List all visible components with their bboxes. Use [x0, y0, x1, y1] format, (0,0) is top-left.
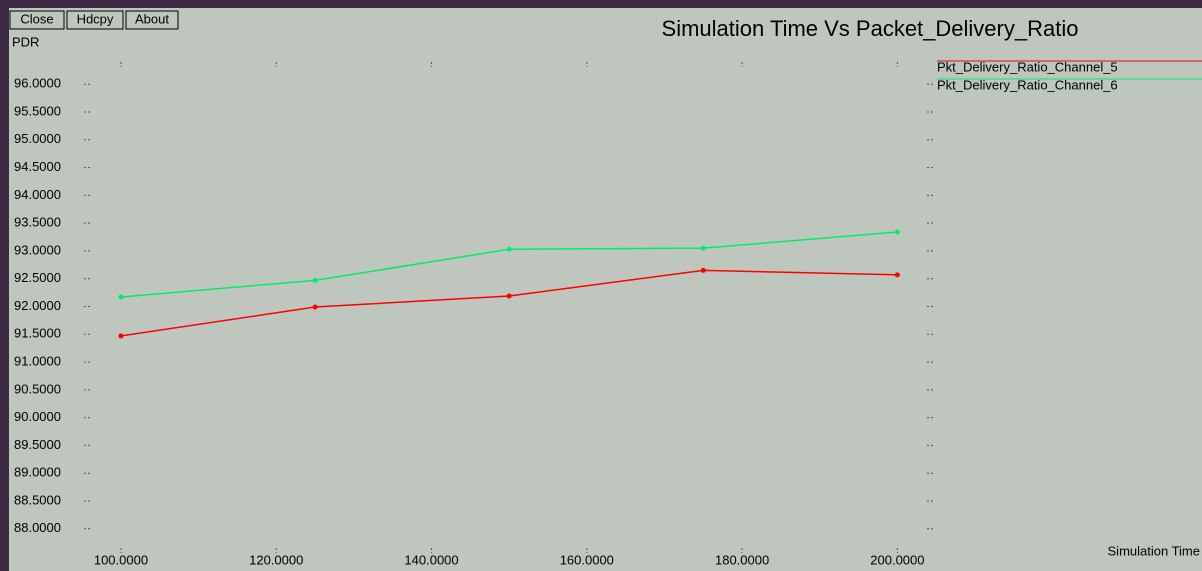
y-tick-label: 90.0000: [14, 409, 61, 424]
y-tick-label: 92.5000: [14, 270, 61, 285]
y-tick-label: 95.0000: [14, 131, 61, 146]
y-tick-label: 93.5000: [14, 215, 61, 230]
x-tick-label: 100.0000: [94, 552, 148, 567]
y-tick-label: 94.0000: [14, 187, 61, 202]
data-point: [700, 245, 706, 251]
y-tick-label: 88.0000: [14, 520, 61, 535]
data-point: [894, 272, 900, 278]
close-button[interactable]: Close: [9, 10, 65, 30]
x-tick-label: 160.0000: [560, 552, 614, 567]
y-tick-label: 93.0000: [14, 242, 61, 257]
y-tick-label: 91.5000: [14, 326, 61, 341]
window-border: [0, 0, 9, 571]
y-tick-label: 94.5000: [14, 159, 61, 174]
x-axis-label: Simulation Time: [1108, 543, 1200, 558]
data-point: [312, 277, 318, 283]
x-tick-label: 120.0000: [249, 552, 303, 567]
y-tick-label: 96.0000: [14, 76, 61, 91]
y-tick-label: 95.5000: [14, 103, 61, 118]
data-point: [118, 294, 124, 300]
button-label: Hdcpy: [77, 11, 114, 26]
legend-label: Pkt_Delivery_Ratio_Channel_5: [937, 59, 1118, 74]
hdcpy-button[interactable]: Hdcpy: [66, 10, 124, 30]
chart-title: Simulation Time Vs Packet_Delivery_Ratio: [662, 16, 1079, 41]
y-tick-label: 90.5000: [14, 381, 61, 396]
y-tick-label: 88.5000: [14, 492, 61, 507]
x-tick-label: 180.0000: [715, 552, 769, 567]
legend-label: Pkt_Delivery_Ratio_Channel_6: [937, 77, 1118, 92]
y-axis-label: PDR: [12, 34, 39, 49]
data-point: [506, 293, 512, 299]
y-tick-label: 89.5000: [14, 437, 61, 452]
plot-window: [9, 8, 1202, 571]
data-point: [894, 229, 900, 235]
x-tick-label: 200.0000: [870, 552, 924, 567]
y-tick-label: 89.0000: [14, 465, 61, 480]
y-tick-label: 92.0000: [14, 298, 61, 313]
data-point: [118, 333, 124, 339]
data-point: [506, 246, 512, 252]
x-tick-label: 140.0000: [404, 552, 458, 567]
data-point: [700, 267, 706, 273]
data-point: [312, 304, 318, 310]
y-tick-label: 91.0000: [14, 354, 61, 369]
window-border: [0, 0, 1202, 8]
about-button[interactable]: About: [125, 10, 179, 30]
button-label: About: [135, 11, 169, 26]
button-label: Close: [20, 11, 53, 26]
